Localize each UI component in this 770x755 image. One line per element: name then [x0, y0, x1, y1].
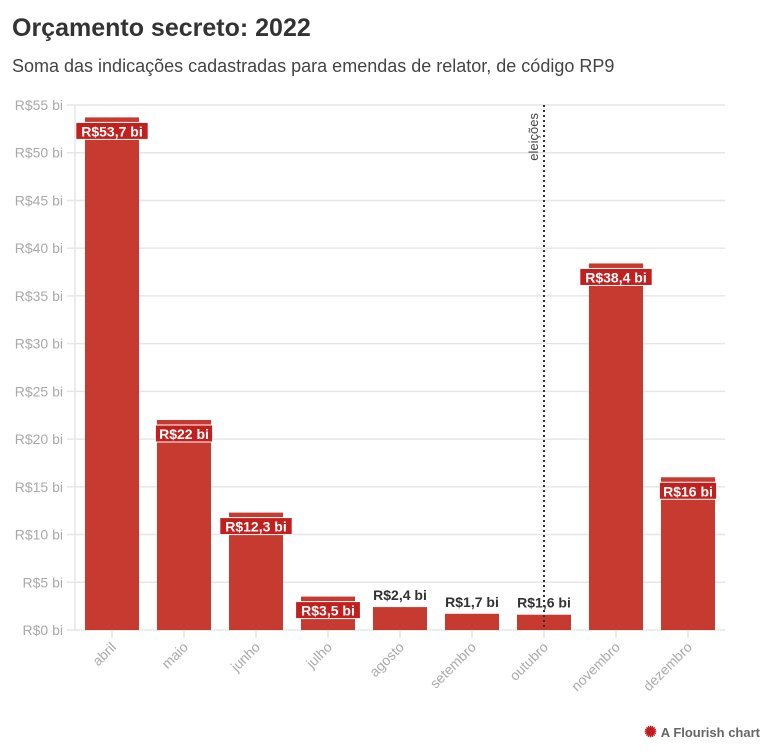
y-tick-label: R$25 bi [15, 383, 63, 399]
chart-subtitle: Soma das indicações cadastradas para eme… [12, 56, 615, 76]
bar [157, 420, 211, 630]
bar [85, 117, 139, 631]
bar [445, 613, 499, 630]
data-label: R$16 bi [663, 483, 713, 499]
y-tick-label: R$10 bi [15, 527, 63, 543]
y-tick-label: R$55 bi [15, 97, 63, 113]
data-label: R$53,7 bi [81, 123, 142, 139]
flourish-star-icon: ✺ [644, 724, 657, 741]
x-tick-label: dezembro [640, 639, 695, 694]
y-tick-label: R$40 bi [15, 240, 63, 256]
bar-chart: R$0 bi R$5 bi R$10 bi R$15 bi R$20 bi R$25 bi… [15, 97, 725, 694]
bar [373, 607, 427, 630]
bar [661, 477, 715, 630]
x-tick-label: maio [158, 639, 191, 672]
x-tick-label: junho [227, 639, 263, 675]
x-tick-label: abril [89, 639, 119, 669]
data-label: R$1,6 bi [517, 595, 571, 611]
data-label-bg [295, 601, 361, 620]
x-tick-label: agosto [366, 639, 407, 680]
chart-title: Orçamento secreto: 2022 [12, 14, 311, 42]
y-tick-label: R$5 bi [23, 574, 63, 590]
x-tick-label: julho [302, 639, 335, 672]
y-tick-label: R$0 bi [23, 622, 63, 638]
bar [517, 614, 571, 630]
data-label-bg [154, 424, 214, 443]
data-label-bg [579, 267, 653, 286]
y-tick-label: R$35 bi [15, 288, 63, 304]
flourish-credit-link[interactable]: ✺ A Flourish chart [644, 723, 760, 741]
y-tick-label: R$50 bi [15, 145, 63, 161]
data-label: R$22 bi [159, 426, 209, 442]
data-label: R$38,4 bi [585, 269, 646, 285]
bar [589, 263, 643, 630]
elections-annotation-label: eleições [526, 113, 541, 161]
x-tick-label: novembro [568, 639, 623, 694]
x-tick-label: setembro [427, 639, 480, 692]
x-tick-label: outubro [506, 639, 551, 684]
data-label-bg [75, 121, 149, 140]
y-tick-label: R$15 bi [15, 479, 63, 495]
credit-label: A Flourish chart [660, 724, 760, 740]
y-tick-label: R$45 bi [15, 192, 63, 208]
data-label: R$2,4 bi [373, 587, 427, 603]
data-label-bg [219, 517, 293, 536]
data-label-bg [658, 481, 718, 500]
data-label: R$1,7 bi [445, 594, 499, 610]
y-tick-label: R$30 bi [15, 336, 63, 352]
data-label: R$3,5 bi [301, 603, 355, 619]
data-label: R$12,3 bi [225, 519, 286, 535]
y-tick-label: R$20 bi [15, 431, 63, 447]
